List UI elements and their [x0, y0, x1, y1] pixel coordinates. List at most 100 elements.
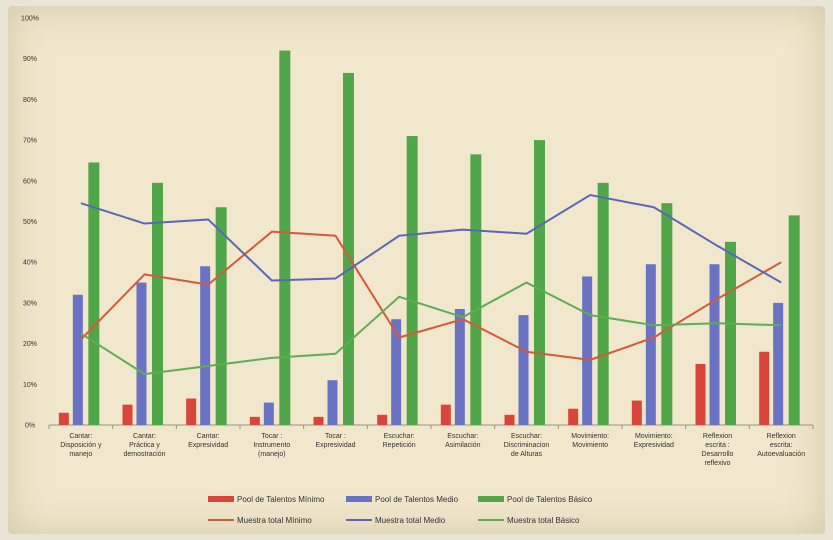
bar-basico [788, 215, 800, 425]
bar-medio [582, 276, 593, 425]
y-tick-label: 50% [23, 219, 37, 226]
bar-medio [391, 319, 402, 425]
bar-medio [327, 380, 338, 425]
bar-minimo [313, 416, 324, 425]
bar-basico [88, 162, 100, 426]
bar-minimo [249, 416, 260, 425]
legend-label: Pool de Talentos Básico [507, 495, 593, 504]
category-label-line: Tocar : [325, 433, 346, 440]
y-tick-label: 30% [23, 300, 37, 307]
category-label-line: Autoevaluación [757, 451, 805, 458]
category-label-line: Expresividad [315, 442, 355, 449]
bar-medio [200, 266, 211, 425]
category-label-line: Discriminacion [504, 442, 550, 449]
category-label-line: Desarrollo [702, 451, 734, 458]
label-layer: Cantar: Disposición y manejo Cantar: Práctic… [60, 433, 805, 467]
category-label-line: Movimiento: [571, 433, 609, 440]
legend-label: Pool de Talentos Mínimo [237, 495, 325, 504]
bar-medio [773, 302, 784, 425]
bar-basico [470, 154, 482, 425]
line-layer [80, 194, 782, 376]
bar-basico [597, 182, 609, 425]
y-tick-label: 80% [23, 97, 37, 104]
bar-medio [136, 282, 147, 425]
bar-minimo [695, 363, 706, 425]
category-label-line: Práctica y [129, 442, 160, 449]
category-label-line: Cantar: [69, 433, 92, 440]
bar-basico [406, 136, 418, 425]
category-label: Escuchar: Asimilación [445, 433, 481, 449]
legend-label: Muestra total Mínimo [237, 516, 312, 525]
legend-label: Muestra total Básico [507, 516, 580, 525]
y-tick-label: 10% [23, 382, 37, 389]
category-label: Reflexion escrita: Autoevaluación [757, 433, 805, 458]
y-tick-label: 90% [23, 56, 37, 63]
bar-minimo [186, 398, 197, 425]
y-tick-label: 0% [25, 423, 35, 430]
bar-basico [343, 72, 354, 425]
legend-swatch [346, 496, 372, 502]
bar-basico [279, 50, 291, 426]
bar-minimo [377, 414, 388, 425]
category-label: Reflexion escrita : Desarrollo reflexivo [702, 433, 734, 467]
bar-minimo [759, 351, 770, 425]
line-muestra-basico [80, 281, 782, 376]
bar-basico [725, 241, 736, 425]
bar-minimo [58, 412, 69, 425]
category-label-line: Escuchar: [511, 433, 542, 440]
y-tick-label: 60% [23, 178, 37, 185]
bar-basico [152, 182, 163, 425]
category-label-line: escrita : [705, 442, 730, 449]
bar-minimo [631, 400, 642, 425]
bar-basico [661, 203, 673, 425]
category-label: Tocar : Expresividad [315, 433, 355, 449]
category-label: Escuchar: Repetición [383, 433, 416, 449]
chart-svg: 0% 10% 20% 30% 40% 50% 60% 70% 80% 90% 100% Cantar… [21, 16, 814, 525]
category-label-line: Expresividad [188, 442, 228, 449]
bar-minimo [504, 414, 515, 425]
bar-layer [58, 50, 800, 426]
bar-basico [534, 140, 545, 425]
category-label-line: Escuchar: [384, 433, 415, 440]
category-label-line: (manejo) [258, 451, 286, 458]
y-tick-label: 40% [23, 260, 37, 267]
category-label-line: Reflexion [703, 433, 732, 440]
category-label-line: Disposición y [60, 442, 102, 449]
category-label-line: Cantar: [197, 433, 220, 440]
chart-frame: 0% 10% 20% 30% 40% 50% 60% 70% 80% 90% 100% Cantar… [8, 6, 825, 534]
category-label: Movimiento: Movimiento [571, 433, 609, 449]
legend-swatch [478, 496, 504, 502]
category-label-line: manejo [69, 451, 92, 458]
bar-medio [72, 294, 83, 425]
category-label-line: Asimilación [445, 442, 481, 449]
legend-swatch [208, 496, 234, 502]
category-label: Cantar: Disposición y manejo [60, 433, 102, 458]
category-label-line: Cantar: [133, 433, 156, 440]
legend-label: Pool de Talentos Medio [375, 495, 459, 504]
bar-basico [215, 207, 227, 425]
category-label-line: demostración [123, 451, 165, 458]
category-label: Cantar: Expresividad [188, 433, 228, 449]
category-label: Tocar : Instrumento (manejo) [253, 433, 290, 458]
category-label: Cantar: Práctica y demostración [123, 433, 165, 458]
category-label-line: Movimiento [572, 442, 608, 449]
category-label-line: de Alturas [511, 451, 543, 458]
bar-medio [454, 309, 465, 425]
line-muestra-medio [80, 194, 782, 284]
bar-minimo [568, 408, 579, 425]
axis-layer: 0% 10% 20% 30% 40% 50% 60% 70% 80% 90% 100% [21, 16, 814, 430]
category-label-line: escrita: [770, 442, 793, 449]
category-label-line: Expresividad [634, 442, 674, 449]
bar-medio [709, 264, 720, 425]
category-label-line: Reflexion [767, 433, 796, 440]
y-tick-label: 20% [23, 341, 37, 348]
bar-medio [263, 402, 274, 425]
y-tick-label: 70% [23, 138, 37, 145]
legend-label: Muestra total Medio [375, 516, 446, 525]
category-label-line: Instrumento [253, 442, 290, 449]
bar-minimo [440, 404, 451, 425]
bar-medio [518, 315, 529, 425]
category-label-line: Movimiento: [635, 433, 673, 440]
category-label-line: Tocar : [261, 433, 282, 440]
category-label-line: Repetición [383, 442, 416, 449]
